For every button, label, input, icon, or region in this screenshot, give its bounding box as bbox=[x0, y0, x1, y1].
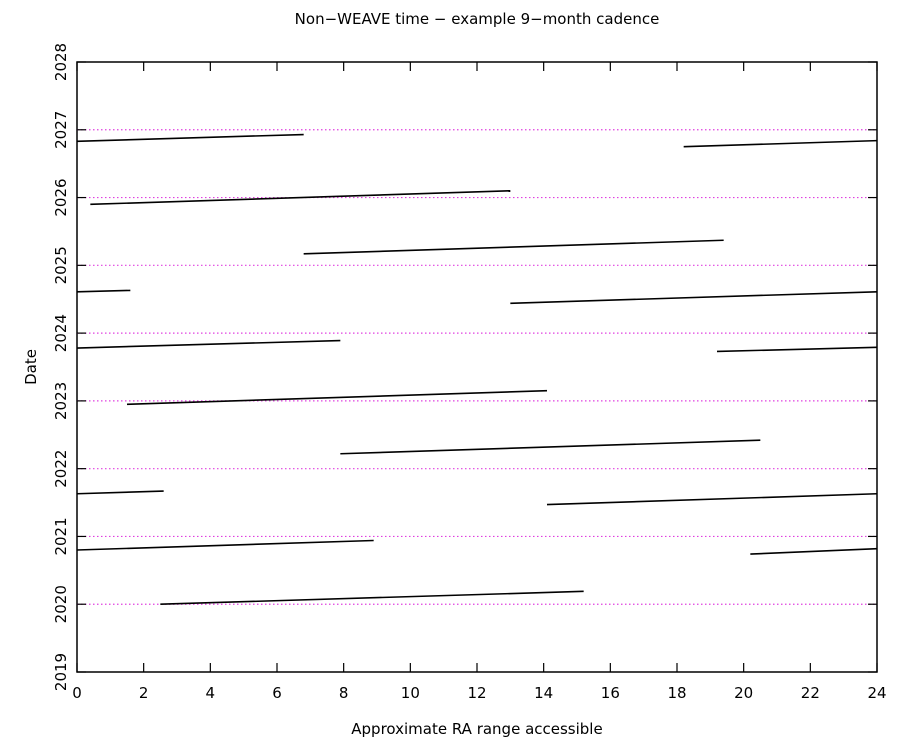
y-tick-label: 2025 bbox=[52, 246, 70, 284]
series-line bbox=[716, 346, 878, 353]
series-line bbox=[76, 133, 304, 143]
x-tick-label: 2 bbox=[139, 684, 149, 702]
x-tick-label: 14 bbox=[534, 684, 553, 702]
series-line bbox=[90, 189, 511, 206]
series-line bbox=[683, 139, 878, 148]
y-axis-ticks: 2019 2020 2021 2022 2023 2024 2025 2026 2027 2028 bbox=[52, 43, 877, 691]
series-line bbox=[303, 239, 724, 255]
y-tick-label: 2021 bbox=[52, 517, 70, 555]
series-line bbox=[76, 339, 341, 349]
series-line bbox=[76, 539, 374, 551]
x-tick-label: 12 bbox=[467, 684, 486, 702]
y-axis-title: Date bbox=[22, 349, 40, 385]
chart-title: Non−WEAVE time − example 9−month cadence bbox=[295, 10, 660, 28]
series-line bbox=[546, 492, 878, 506]
y-tick-label: 2020 bbox=[52, 585, 70, 623]
y-tick-label: 2027 bbox=[52, 111, 70, 149]
y-tick-label: 2026 bbox=[52, 178, 70, 216]
y-tick-label: 2028 bbox=[52, 43, 70, 81]
y-tick-label: 2019 bbox=[52, 653, 70, 691]
y-tick-label: 2024 bbox=[52, 314, 70, 352]
series-line bbox=[340, 439, 761, 455]
x-tick-label: 8 bbox=[339, 684, 349, 702]
series-line bbox=[750, 547, 878, 555]
y-tick-label: 2023 bbox=[52, 382, 70, 420]
x-tick-label: 6 bbox=[272, 684, 282, 702]
x-axis-title: Approximate RA range accessible bbox=[351, 720, 602, 738]
y-tick-label: 2022 bbox=[52, 450, 70, 488]
x-tick-label: 16 bbox=[601, 684, 620, 702]
series-line bbox=[76, 289, 131, 293]
x-tick-label: 10 bbox=[401, 684, 420, 702]
series-line bbox=[160, 590, 584, 606]
x-tick-label: 20 bbox=[734, 684, 753, 702]
x-tick-label: 0 bbox=[72, 684, 82, 702]
x-axis-ticks: 0 2 4 6 8 10 12 14 16 18 20 22 24 bbox=[72, 62, 887, 702]
x-tick-label: 4 bbox=[206, 684, 216, 702]
series-line bbox=[126, 389, 548, 406]
plot-frame bbox=[76, 61, 878, 673]
x-tick-label: 18 bbox=[667, 684, 686, 702]
series-line bbox=[76, 490, 164, 495]
x-tick-label: 24 bbox=[867, 684, 886, 702]
series-lines bbox=[76, 133, 878, 606]
x-tick-label: 22 bbox=[801, 684, 820, 702]
series-line bbox=[510, 290, 878, 305]
